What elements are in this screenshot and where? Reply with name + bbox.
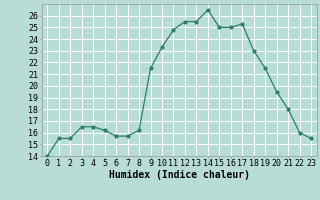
X-axis label: Humidex (Indice chaleur): Humidex (Indice chaleur): [109, 170, 250, 180]
